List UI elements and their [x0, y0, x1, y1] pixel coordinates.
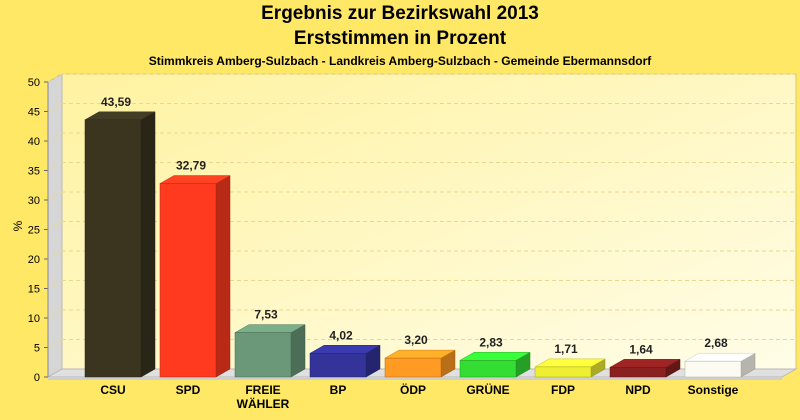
y-axis-label: %	[11, 220, 25, 231]
value-label: 43,59	[101, 95, 131, 109]
chart-subtitle: Erststimmen in Prozent	[293, 28, 507, 49]
category-label: SPD	[176, 383, 201, 397]
y-tick-label: 15	[28, 284, 40, 296]
y-tick-label: 10	[28, 313, 40, 325]
value-label: 1,71	[554, 342, 578, 356]
chart-title: Ergebnis zur Bezirkswahl 2013	[261, 3, 539, 24]
y-tick-label: 50	[28, 77, 40, 89]
bar-front	[159, 183, 217, 378]
bar-front	[384, 357, 442, 378]
gridline-side	[47, 191, 63, 201]
value-label: 7,53	[254, 308, 278, 322]
bar-front	[84, 119, 142, 378]
gridline-side	[47, 280, 63, 289]
bar-0	[84, 111, 156, 378]
bar-side	[140, 111, 156, 378]
bar-4	[384, 349, 456, 378]
bar-1	[159, 175, 231, 378]
category-label: ÖDP	[400, 382, 426, 397]
category-label: BP	[330, 383, 347, 397]
gridline-side	[47, 221, 63, 230]
gridline-side	[47, 73, 63, 83]
bar-6	[534, 358, 606, 378]
value-label: 2,68	[704, 336, 728, 350]
bar-8	[684, 352, 756, 378]
y-tick-label: 45	[28, 107, 40, 119]
gridline-side	[47, 250, 63, 260]
gridline-side	[47, 132, 63, 142]
bar-7	[609, 358, 681, 378]
chart-caption: Stimmkreis Amberg-Sulzbach - Landkreis A…	[148, 54, 652, 68]
bar-5	[459, 351, 531, 378]
bar-side	[215, 175, 231, 378]
value-label: 3,20	[404, 333, 428, 347]
bar-front	[534, 366, 592, 378]
y-tick-label: 35	[28, 166, 40, 178]
category-label: GRÜNE	[466, 382, 509, 397]
category-label: Sonstige	[688, 383, 739, 397]
value-label: 4,02	[329, 328, 353, 342]
category-label: NPD	[625, 383, 651, 397]
y-tick-label: 30	[28, 195, 40, 207]
category-label: FDP	[551, 383, 575, 397]
bar-front	[459, 360, 517, 378]
bar-front	[684, 360, 742, 378]
bar-2	[234, 324, 306, 378]
bar-3	[309, 344, 381, 378]
gridline-side	[47, 339, 63, 348]
gridline-side	[47, 309, 63, 319]
category-label: CSU	[100, 383, 125, 397]
gridline-side	[47, 162, 63, 171]
bar-side	[290, 324, 306, 378]
category-label: FREIE WÄHLER	[237, 383, 290, 411]
value-label: 1,64	[629, 342, 653, 356]
bar-front	[234, 332, 292, 378]
value-label: 2,83	[479, 335, 503, 349]
gridline-side	[47, 103, 63, 112]
y-tick-label: 40	[28, 136, 40, 148]
value-label: 32,79	[176, 159, 206, 173]
y-tick-label: 25	[28, 225, 40, 237]
y-tick-label: 5	[34, 343, 40, 355]
bar-front	[309, 353, 367, 378]
y-tick-label: 0	[34, 372, 40, 384]
bar-front	[609, 367, 667, 378]
floor-edge	[48, 377, 782, 380]
y-tick-label: 20	[28, 254, 40, 266]
